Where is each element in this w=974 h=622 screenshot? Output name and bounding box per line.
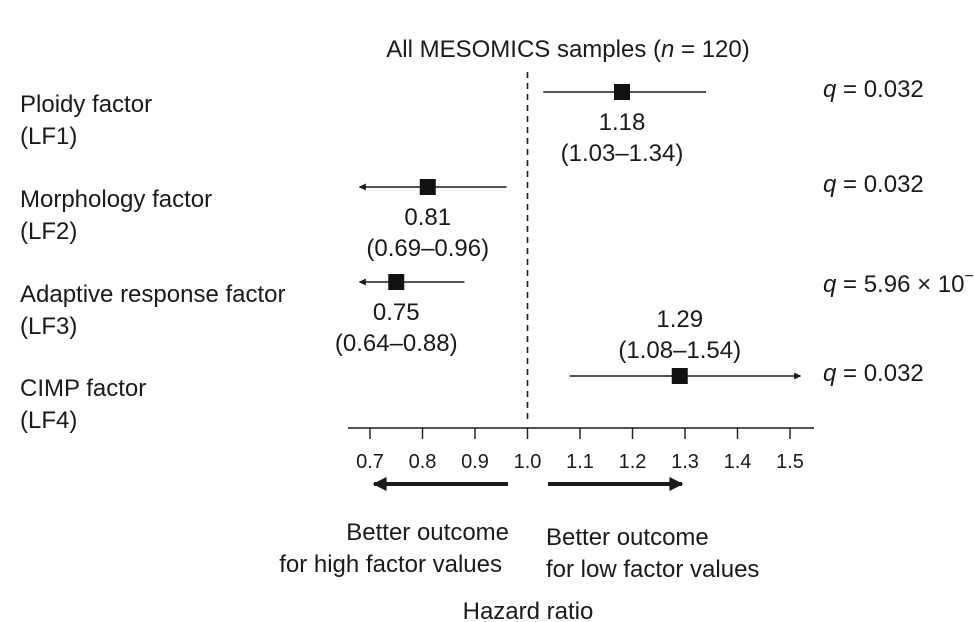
forest-row: Adaptive response factor (LF3) 0.75 (0.64–0… <box>20 268 974 357</box>
q-value-label: q = 0.032 <box>823 76 924 103</box>
forest-row: Ploidy factor (LF1) 1.18 (1.03–1.34) q = 0.0… <box>20 76 924 167</box>
row-name: Adaptive response factor <box>20 281 286 308</box>
ci-label: (1.03–1.34) <box>561 140 684 167</box>
x-tick-label: 1.5 <box>776 451 804 473</box>
x-tick-label: 0.9 <box>461 451 489 473</box>
x-tick-label: 1.0 <box>514 451 542 473</box>
x-tick-label: 0.7 <box>356 451 384 473</box>
row-name: CIMP factor <box>20 375 146 402</box>
row-code: (LF1) <box>20 123 77 150</box>
row-name: Ploidy factor <box>20 91 152 118</box>
row-name: Morphology factor <box>20 186 212 213</box>
q-value-label: q = 0.032 <box>823 360 924 387</box>
ci-label: (1.08–1.54) <box>618 337 741 364</box>
ci-label: (0.69–0.96) <box>366 235 489 262</box>
direction-right-line2: for low factor values <box>546 556 759 583</box>
row-code: (LF4) <box>20 407 77 434</box>
hazard-ratio-point <box>419 179 436 195</box>
hazard-ratio-label: 0.75 <box>373 299 420 326</box>
direction-left-line2: for high factor values <box>279 551 502 578</box>
forest-row: CIMP factor (LF4) 1.29 (1.08–1.54) q = 0.032 <box>20 306 924 434</box>
chart-title: All MESOMICS samples (n = 120) <box>386 36 749 63</box>
direction-annotations: Better outcome for high factor values Be… <box>279 477 759 583</box>
x-tick-label: 1.1 <box>566 451 594 473</box>
hazard-ratio-label: 1.29 <box>656 306 703 333</box>
x-tick-label: 0.8 <box>409 451 437 473</box>
direction-left-line1: Better outcome <box>346 519 509 546</box>
hazard-ratio-label: 0.81 <box>404 204 451 231</box>
x-axis: 0.7 0.8 0.9 1.0 1.1 1.2 1.3 1.4 1.5 <box>348 427 814 473</box>
ci-label: (0.64–0.88) <box>335 330 458 357</box>
x-tick-label: 1.4 <box>724 451 752 473</box>
x-tick-label: 1.3 <box>671 451 699 473</box>
hazard-ratio-point <box>671 368 688 384</box>
forest-rows: Ploidy factor (LF1) 1.18 (1.03–1.34) q = 0.0… <box>20 76 974 434</box>
q-value-label: q = 5.96 × 10−3 <box>823 268 974 298</box>
hazard-ratio-point <box>388 274 405 290</box>
row-code: (LF2) <box>20 218 77 245</box>
q-value-label: q = 0.032 <box>823 171 924 198</box>
hazard-ratio-label: 1.18 <box>599 109 646 136</box>
x-axis-label: Hazard ratio <box>463 598 594 622</box>
x-tick-label: 1.2 <box>619 451 647 473</box>
forest-row: Morphology factor (LF2) 0.81 (0.69–0.96) q =… <box>20 171 924 262</box>
direction-right-line1: Better outcome <box>546 524 709 551</box>
row-code: (LF3) <box>20 313 77 340</box>
hazard-ratio-point <box>614 84 630 100</box>
